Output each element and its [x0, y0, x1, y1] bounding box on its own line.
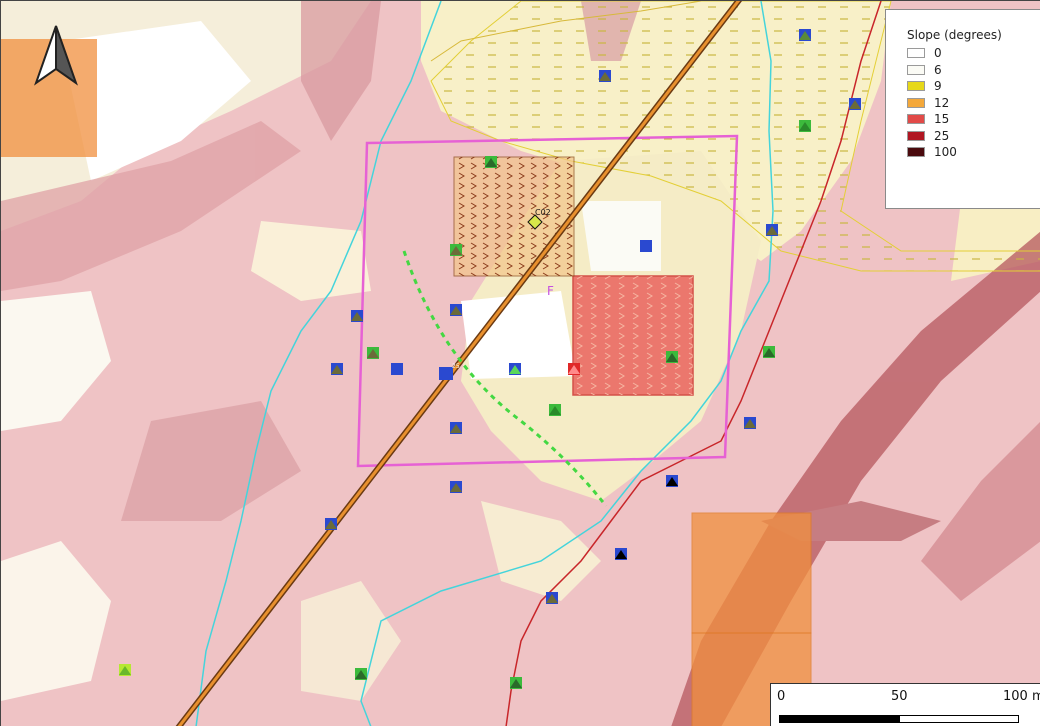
- site-boundary[interactable]: [356, 134, 739, 468]
- legend-item: 6: [907, 62, 1040, 79]
- legend-label: 6: [934, 62, 942, 77]
- contour-line: [505, 1, 882, 726]
- scale-label-50: 50: [891, 689, 908, 704]
- scale-bar-fill: [780, 716, 900, 722]
- survey-point[interactable]: [640, 240, 652, 252]
- geology-edge: [430, 1, 702, 62]
- legend-label: 0: [934, 46, 942, 61]
- road[interactable]: [171, 1, 746, 726]
- scale-bar-graphic: [779, 715, 1019, 723]
- c02-point-symbol[interactable]: [527, 214, 543, 230]
- legend-label: 100: [934, 145, 957, 160]
- legend-item: 15: [907, 111, 1040, 128]
- red-parcel-hatch: [573, 276, 693, 395]
- legend-title: Slope (degrees): [907, 28, 1002, 42]
- scale-label-100: 100 m: [1003, 689, 1040, 704]
- site-label: F: [547, 284, 554, 298]
- legend-swatch: [907, 147, 925, 158]
- legend: Slope (degrees) 0 6 9 12 15 25 100: [885, 9, 1040, 209]
- legend-label: 25: [934, 128, 950, 143]
- legend-item: 9: [907, 78, 1040, 95]
- orange-parcels: [1, 39, 812, 726]
- legend-label: 9: [934, 79, 942, 94]
- scale-label-0: 0: [777, 689, 786, 704]
- legend-items: 0 6 9 12 15 25 100: [907, 45, 1040, 161]
- legend-swatch: [907, 97, 925, 108]
- marker-triangles: [119, 31, 861, 688]
- legend-label: 12: [934, 95, 950, 110]
- legend-item: 0: [907, 45, 1040, 62]
- stream-east: [360, 1, 774, 726]
- scale-bar: 0 50 100 m: [770, 683, 1040, 726]
- legend-swatch: [907, 114, 925, 125]
- legend-swatch: [907, 130, 925, 141]
- legend-swatch: [907, 64, 925, 75]
- legend-item: 12: [907, 95, 1040, 112]
- stream-west: [195, 1, 442, 726]
- legend-label: 15: [934, 112, 950, 127]
- legend-item: 25: [907, 128, 1040, 145]
- legend-swatch: [907, 48, 925, 59]
- point-label-small: 25: [452, 363, 460, 370]
- legend-item: 100: [907, 144, 1040, 161]
- survey-point[interactable]: [439, 367, 453, 380]
- north-arrow-icon: [34, 25, 78, 86]
- survey-point[interactable]: [391, 363, 403, 375]
- legend-swatch: [907, 81, 925, 92]
- hatched-parcel-pattern: [454, 157, 574, 276]
- point-label-c02: C02: [535, 208, 551, 217]
